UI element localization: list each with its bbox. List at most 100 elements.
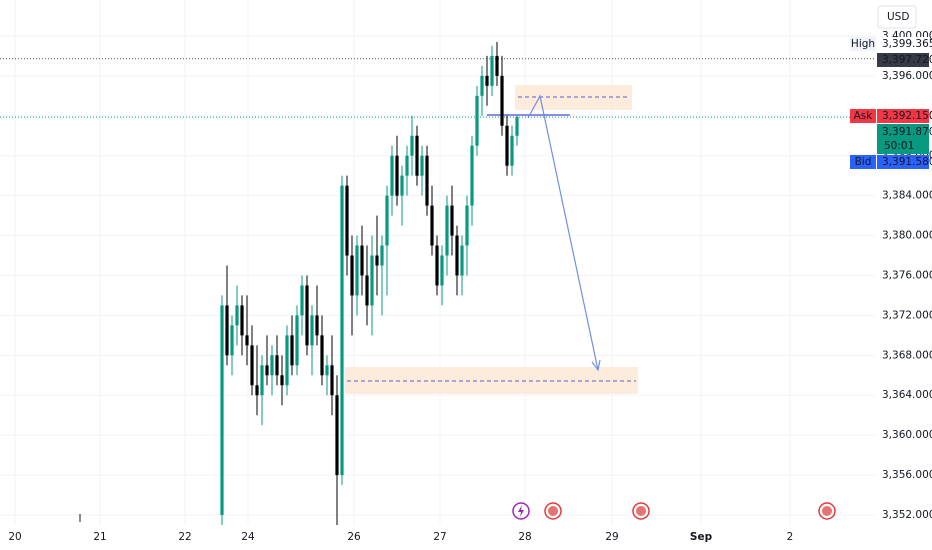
candle-body: [510, 135, 514, 166]
x-tick-label: 27: [433, 531, 446, 543]
price-tag-text: 3,392.150: [882, 110, 932, 122]
price-axis: 3,352.000 3,356.000 3,360.000 3,364.000 3,36…: [8, 30, 932, 543]
candle-body: [300, 285, 304, 316]
arrow-head: [591, 359, 601, 372]
y-tick-label: 3,384.000: [882, 190, 932, 202]
candle-body: [440, 255, 444, 286]
candle-body: [285, 335, 289, 386]
candle-body: [330, 365, 334, 396]
x-tick-label: 29: [605, 531, 618, 543]
candle-body: [375, 255, 379, 266]
currency: USD: [887, 11, 909, 23]
y-tick-label: 3,352.000: [882, 509, 932, 521]
candle-body: [390, 155, 394, 196]
projection-arrow: [527, 94, 599, 371]
candle-body: [360, 245, 364, 276]
candle-body: [325, 365, 329, 376]
y-tick-label: 3,356.000: [882, 469, 932, 481]
price-tag: [877, 155, 929, 169]
candle-body: [245, 335, 249, 346]
candle-body: [345, 185, 349, 256]
y-tick-label: 3,372.000: [882, 309, 932, 321]
candle-body: [455, 235, 459, 276]
price-tag-text: 3,397.720: [882, 54, 932, 66]
price-tag-text: 3,399.365: [882, 38, 932, 50]
candle-body: [370, 255, 374, 306]
currency-box[interactable]: [877, 5, 917, 29]
y-tick-label: 3,396.000: [882, 70, 932, 82]
candle-body: [265, 365, 269, 376]
event-icons: [512, 502, 836, 520]
x-tick-label: 26: [347, 531, 361, 543]
y-tick-label: 3,360.000: [882, 429, 932, 441]
event-glyph: [548, 506, 558, 516]
candle-body: [340, 185, 344, 476]
tag-label-bg: [850, 155, 876, 169]
price-lines: [0, 58, 875, 118]
candles: [220, 41, 519, 525]
x-tick-label: 24: [241, 531, 255, 543]
candle-body: [515, 117, 519, 136]
candle-body: [445, 205, 449, 256]
x-tick-label: 22: [178, 531, 191, 543]
last-price-bg: [877, 124, 929, 154]
price-tag-text: 3,391.580: [882, 156, 932, 168]
candle-body: [470, 145, 474, 206]
tag-label-bg: [850, 109, 876, 123]
tag-label: Bid: [855, 156, 872, 168]
candle-body: [505, 125, 509, 166]
price-tag: [877, 109, 929, 123]
candle-body: [230, 325, 234, 356]
candle-body: [290, 335, 294, 366]
event-glyph: [518, 505, 524, 517]
event-glyph: [636, 506, 646, 516]
x-tick-label: 2: [787, 531, 794, 543]
price-tag: [877, 53, 929, 67]
grid: [0, 0, 875, 525]
candle-body: [490, 55, 494, 86]
price-tag: [877, 37, 929, 51]
tag-label: Ask: [854, 110, 874, 122]
candle-body: [280, 375, 284, 386]
candle-body: [480, 75, 484, 96]
tag-label: High: [851, 38, 875, 50]
candle-body: [485, 75, 489, 86]
candle-body: [385, 195, 389, 246]
demand-zone: [345, 367, 638, 394]
candle-body: [420, 155, 424, 176]
candle-body: [335, 395, 339, 476]
candle-body: [315, 315, 319, 336]
candle-body: [475, 95, 479, 146]
candle-body: [220, 305, 224, 516]
candle-body: [350, 255, 354, 296]
x-tick-label: Sep: [690, 531, 713, 543]
candle-body: [415, 135, 419, 176]
y-tick-label: 3,376.000: [882, 269, 932, 281]
candle-body: [430, 205, 434, 246]
candle-body: [320, 335, 324, 376]
y-tick-label: 3,368.000: [882, 349, 932, 361]
x-tick-label: 21: [93, 531, 106, 543]
candle-body: [410, 135, 414, 156]
last-price-text: 3,391.870: [882, 126, 932, 138]
candle-body: [405, 155, 409, 176]
candle-body: [500, 75, 504, 126]
candle-body: [275, 355, 279, 376]
x-tick-label: 20: [8, 531, 21, 543]
candle-body: [295, 315, 299, 366]
candle-body: [425, 155, 429, 206]
candle-body: [395, 155, 399, 196]
countdown: 50:01: [884, 140, 914, 152]
candle-body: [235, 305, 239, 326]
candle-body: [310, 315, 314, 346]
candle-body: [380, 245, 384, 266]
candle-body: [400, 175, 404, 196]
candle-body: [450, 205, 454, 236]
candle-body: [250, 345, 254, 386]
y-tick-label: 3,380.000: [882, 230, 932, 242]
event-glyph: [822, 506, 832, 516]
candle-body: [225, 305, 229, 356]
candle-body: [240, 305, 244, 336]
candle-body: [460, 245, 464, 276]
